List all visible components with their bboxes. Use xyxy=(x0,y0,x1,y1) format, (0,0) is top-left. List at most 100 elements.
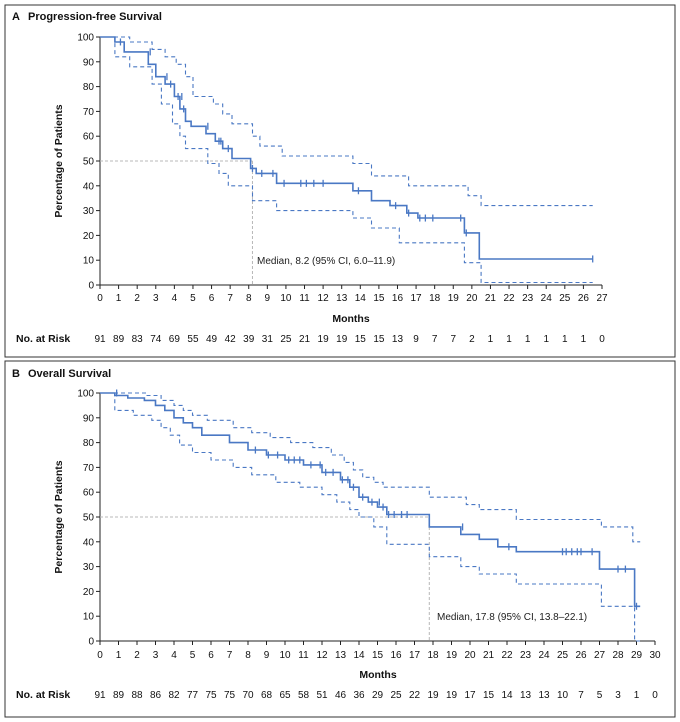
panel-a-risk-value: 1 xyxy=(581,334,587,345)
panel-a-y-tick-label: 60 xyxy=(83,132,95,143)
panel-a-series-lower-95-ci xyxy=(100,36,593,284)
panel-b-y-tick-label: 60 xyxy=(83,488,95,499)
panel-a-y-tick-label: 0 xyxy=(88,281,94,292)
panel-a-x-tick-label: 11 xyxy=(299,293,310,304)
panel-b-y-tick-label: 70 xyxy=(83,463,95,474)
panel-b-y-tick-label: 40 xyxy=(83,537,95,548)
panel-a-x-axis-title: Months xyxy=(332,313,369,325)
panel-b-risk-value: 70 xyxy=(242,690,254,701)
panel-b-risk-value: 29 xyxy=(372,690,384,701)
panel-b-risk-value: 13 xyxy=(538,690,550,701)
panel-b-x-tick-label: 0 xyxy=(97,650,103,661)
panel-a-y-tick-label: 10 xyxy=(83,256,95,267)
panel-b-x-tick-label: 25 xyxy=(557,650,569,661)
panel-a-x-tick-label: 15 xyxy=(373,293,385,304)
panel-b-y-tick-label: 0 xyxy=(88,637,94,648)
panel-b-median-label: Median, 17.8 (95% CI, 13.8–22.1) xyxy=(437,612,587,623)
panel-b-risk-value: 89 xyxy=(113,690,125,701)
panel-b-risk-value: 91 xyxy=(94,690,106,701)
panel-b-x-tick-label: 28 xyxy=(612,650,624,661)
panel-b-x-tick-label: 29 xyxy=(631,650,643,661)
panel-b-risk-value: 65 xyxy=(279,690,291,701)
panel-a-y-tick-label: 40 xyxy=(83,181,95,192)
panel-b-risk-value: 22 xyxy=(409,690,421,701)
panel-a-risk-value: 15 xyxy=(355,334,367,345)
panel-a-progression-free-survival: A Progression-free Survival Percentage o… xyxy=(4,4,676,358)
panel-b-risk-value: 77 xyxy=(187,690,199,701)
panel-a-x-tick-label: 1 xyxy=(116,293,122,304)
panel-b-risk-value: 13 xyxy=(520,690,532,701)
panel-b-x-tick-label: 6 xyxy=(208,650,214,661)
panel-a-y-tick-label: 90 xyxy=(83,57,95,68)
panel-a-x-tick-label: 17 xyxy=(411,293,423,304)
panel-a-risk-value: 25 xyxy=(280,334,292,345)
panel-b-y-tick-label: 100 xyxy=(77,389,94,400)
panel-b-x-tick-label: 22 xyxy=(501,650,513,661)
panel-b-risk-value: 82 xyxy=(168,690,180,701)
panel-a-risk-value: 1 xyxy=(506,334,512,345)
panel-a-x-tick-label: 27 xyxy=(596,293,608,304)
panel-a-y-axis-title: Percentage of Patients xyxy=(53,104,65,217)
panel-b-y-tick-label: 90 xyxy=(83,413,95,424)
panel-a-risk-value: 7 xyxy=(450,334,456,345)
panel-a-risk-value: 83 xyxy=(132,334,144,345)
panel-a-x-tick-label: 23 xyxy=(522,293,534,304)
panel-a-risk-value: 13 xyxy=(392,334,404,345)
panel-a-risk-value: 7 xyxy=(432,334,438,345)
panel-a-x-tick-label: 3 xyxy=(153,293,159,304)
panel-b-risk-value: 36 xyxy=(353,690,365,701)
panel-b-x-tick-label: 21 xyxy=(483,650,495,661)
panel-b-x-tick-label: 14 xyxy=(353,650,365,661)
panel-b-risk-value: 75 xyxy=(205,690,217,701)
panel-a-y-tick-label: 30 xyxy=(83,206,95,217)
panel-a-risk-value: 42 xyxy=(225,334,237,345)
panel-b-x-tick-label: 19 xyxy=(446,650,458,661)
panel-b-x-tick-label: 16 xyxy=(390,650,402,661)
panel-a-series-upper-95-ci xyxy=(100,36,593,207)
panel-b-x-tick-label: 3 xyxy=(153,650,159,661)
panel-a-x-tick-label: 12 xyxy=(318,293,330,304)
panel-b-risk-value: 5 xyxy=(597,690,603,701)
panel-a-x-tick-label: 20 xyxy=(466,293,478,304)
panel-b-x-tick-label: 27 xyxy=(594,650,606,661)
panel-a-risk-title: No. at Risk xyxy=(16,333,70,345)
panel-a-risk-value: 15 xyxy=(373,334,385,345)
panel-b-risk-value: 51 xyxy=(316,690,328,701)
panel-a-x-tick-label: 8 xyxy=(246,293,252,304)
panel-b-risk-value: 15 xyxy=(483,690,495,701)
panel-a-x-tick-label: 24 xyxy=(541,293,553,304)
panel-a-risk-value: 39 xyxy=(243,334,255,345)
panel-b-risk-value: 19 xyxy=(427,690,439,701)
panel-a-risk-value: 1 xyxy=(525,334,531,345)
panel-b-x-tick-label: 13 xyxy=(335,650,347,661)
panel-a-risk-value: 74 xyxy=(150,334,162,345)
panel-b-y-tick-label: 30 xyxy=(83,562,95,573)
panel-b-risk-value: 68 xyxy=(261,690,273,701)
panel-b-x-tick-label: 9 xyxy=(264,650,270,661)
panel-a-risk-value: 55 xyxy=(187,334,199,345)
panel-a-x-tick-label: 21 xyxy=(485,293,497,304)
panel-b-x-tick-label: 4 xyxy=(171,650,177,661)
panel-b-y-tick-label: 10 xyxy=(83,612,95,623)
panel-a-x-tick-label: 4 xyxy=(172,293,178,304)
panel-a-risk-value: 21 xyxy=(299,334,311,345)
panel-a-risk-value: 2 xyxy=(469,334,475,345)
panel-b-x-axis-title: Months xyxy=(359,669,396,681)
panel-b-title: Overall Survival xyxy=(28,368,111,380)
panel-a-y-tick-label: 80 xyxy=(83,82,95,93)
panel-b-frame xyxy=(4,360,676,718)
panel-b-x-tick-label: 12 xyxy=(316,650,328,661)
panel-a-risk-value: 19 xyxy=(336,334,348,345)
panel-a-x-tick-label: 10 xyxy=(280,293,292,304)
panel-a-x-tick-label: 7 xyxy=(227,293,233,304)
panel-b-risk-value: 88 xyxy=(131,690,143,701)
panel-a-x-tick-label: 25 xyxy=(559,293,571,304)
panel-b-series-upper-95-ci xyxy=(100,392,641,543)
panel-a-y-tick-label: 50 xyxy=(83,157,95,168)
panel-b-x-tick-label: 26 xyxy=(575,650,587,661)
panel-a-x-tick-label: 14 xyxy=(355,293,367,304)
panel-a-risk-value: 91 xyxy=(94,334,106,345)
panel-b-x-tick-label: 1 xyxy=(116,650,122,661)
panel-b-overall-survival: B Overall Survival Percentage of Patient… xyxy=(4,360,676,718)
